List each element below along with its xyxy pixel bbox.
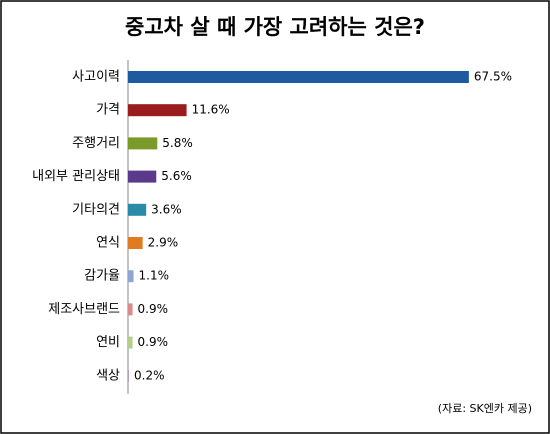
chart-title: 중고차 살 때 가장 고려하는 것은? [125, 15, 425, 39]
value-label: 5.6% [161, 169, 192, 183]
category-label: 사고이력 [72, 70, 120, 85]
bar [128, 336, 133, 349]
bar [128, 303, 133, 316]
category-label: 주행거리 [72, 135, 120, 151]
bar [128, 71, 469, 83]
category-label: 연식 [96, 236, 120, 251]
value-label: 1.1% [139, 269, 170, 283]
bar [128, 104, 187, 117]
bar [128, 270, 134, 283]
category-label: 감가율 [84, 269, 120, 284]
bar [128, 170, 157, 183]
value-label: 2.9% [148, 236, 179, 250]
bar [128, 203, 147, 216]
category-label: 기타의견 [72, 202, 120, 217]
category-label: 가격 [96, 103, 120, 118]
value-label: 3.6% [151, 202, 182, 216]
value-label: 0.9% [138, 335, 169, 349]
bar [128, 137, 158, 150]
value-label: 5.8% [162, 136, 193, 150]
bar [128, 237, 143, 249]
value-label: 11.6% [192, 103, 230, 117]
bar [128, 369, 130, 382]
category-label: 색상 [96, 368, 120, 383]
value-label: 0.2% [134, 368, 165, 382]
category-label: 연비 [96, 335, 120, 350]
value-label: 0.9% [138, 302, 169, 316]
category-label: 제조사브랜드 [48, 302, 120, 317]
source-note: (자료: SK엔카 제공) [438, 402, 532, 415]
category-label: 내외부 관리상태 [32, 169, 120, 184]
value-label: 67.5% [474, 70, 512, 84]
